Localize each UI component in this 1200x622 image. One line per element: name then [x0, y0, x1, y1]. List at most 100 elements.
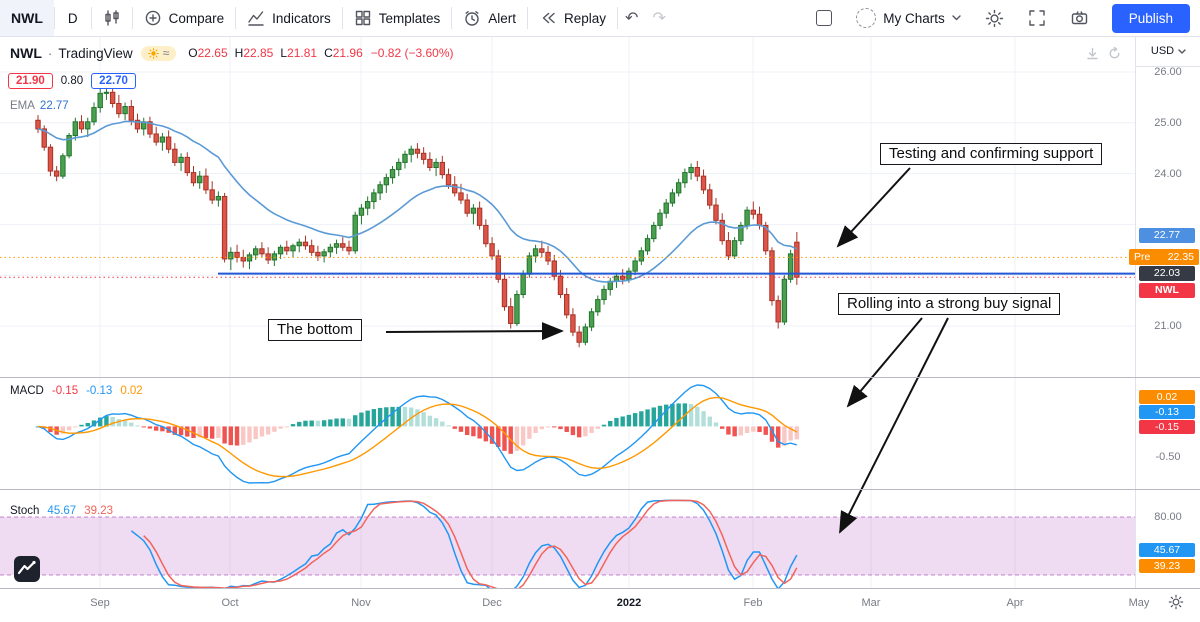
risk-value: 0.80: [60, 75, 84, 87]
templates-button[interactable]: Templates: [343, 0, 452, 36]
price-axis[interactable]: USD 26.00 25.00 24.00 22.00 21.00 22.77 …: [1129, 36, 1200, 588]
time-axis[interactable]: Sep Oct Nov Dec 2022 Feb Mar Apr May: [0, 588, 1200, 622]
low-label: L: [280, 46, 288, 60]
price-axis-label: 25.00: [1154, 117, 1182, 129]
change-value: −0.82 (−3.60%): [370, 46, 454, 60]
macd-hist-badge: -0.15: [1139, 420, 1195, 434]
my-charts-button[interactable]: My Charts: [845, 0, 972, 36]
pane-separator[interactable]: [0, 377, 1200, 378]
time-axis-label: Feb: [743, 597, 763, 609]
annotation-support-box[interactable]: Testing and confirming support: [880, 143, 1103, 165]
stoch-band: [0, 517, 1135, 575]
reset-view-icon[interactable]: [1108, 47, 1121, 60]
symbol-price-badge: NWL: [1139, 283, 1195, 298]
templates-label: Templates: [378, 10, 441, 26]
currency-selector[interactable]: USD: [1136, 36, 1200, 67]
chevron-down-icon: [1178, 48, 1186, 54]
price-axis-label: 21.00: [1154, 320, 1182, 332]
stoch-axis-label: 80.00: [1154, 511, 1182, 523]
annotation-bottom-box[interactable]: The bottom: [268, 319, 362, 341]
stoch-name: Stoch: [10, 505, 40, 517]
candlestick-style-icon: [104, 10, 119, 26]
download-icon[interactable]: [1086, 47, 1099, 60]
redo-button[interactable]: ↷: [652, 10, 666, 27]
price-axis-label: 24.00: [1154, 168, 1182, 180]
annotation-arrow: [839, 317, 949, 534]
level-price-badge: 22.03: [1139, 266, 1195, 281]
settings-button[interactable]: [974, 0, 1015, 36]
legend-provider: TradingView: [58, 45, 133, 61]
indicators-icon: [248, 11, 264, 26]
toolbar-divider: [617, 7, 619, 29]
fullscreen-icon: [1029, 10, 1045, 26]
alert-label: Alert: [488, 10, 516, 26]
compare-label: Compare: [168, 10, 225, 26]
target-price-chip[interactable]: 22.70: [91, 73, 136, 89]
replay-button[interactable]: Replay: [528, 0, 617, 36]
legend-dot: ·: [47, 45, 53, 61]
layout-button[interactable]: [805, 0, 843, 36]
screenshot-button[interactable]: [1059, 0, 1100, 36]
macd-name: MACD: [10, 385, 44, 397]
chevron-down-icon: [952, 15, 961, 21]
stoch-k-value: 45.67: [47, 505, 77, 517]
fullscreen-button[interactable]: [1017, 0, 1057, 36]
time-axis-label: Mar: [861, 597, 881, 609]
templates-grid-icon: [355, 10, 370, 26]
annotation-arrow: [385, 322, 564, 341]
top-toolbar: NWL D Compare Indicators: [0, 0, 1200, 37]
chart-style-button[interactable]: [92, 0, 132, 36]
macd-signal-badge: 0.02: [1139, 390, 1195, 404]
toolbar-divider: [90, 7, 92, 29]
premarket-price-badge: Pre 22.35: [1129, 249, 1199, 265]
position-tool-labels: 21.90 0.80 22.70: [8, 73, 136, 89]
annotation-arrow: [836, 167, 911, 248]
stop-price-chip[interactable]: 21.90: [8, 73, 53, 89]
premarket-value: 22.35: [1167, 250, 1194, 263]
time-axis-label: May: [1128, 597, 1150, 609]
indicators-button[interactable]: Indicators: [236, 0, 342, 36]
low-value: 21.81: [287, 46, 318, 60]
annotation-buy-box[interactable]: Rolling into a strong buy signal: [838, 293, 1061, 315]
toolbar-divider: [235, 7, 237, 29]
time-axis-label: Nov: [351, 597, 371, 609]
pane-controls: [1086, 47, 1121, 60]
ema-label: EMA: [10, 100, 35, 112]
stoch-legend: Stoch 45.67 39.23: [10, 505, 113, 517]
indicators-label: Indicators: [272, 10, 331, 26]
compare-plus-icon: [145, 10, 160, 26]
interval-label: D: [67, 10, 78, 26]
axis-settings-button[interactable]: [1168, 594, 1184, 610]
stoch-pane: [130, 499, 798, 588]
undo-button[interactable]: ↶: [625, 10, 639, 27]
toolbar-divider: [341, 7, 343, 29]
pane-separator[interactable]: [0, 489, 1200, 490]
time-axis-label: Apr: [1006, 597, 1024, 609]
open-value: 22.65: [197, 46, 228, 60]
ema-legend: EMA 22.77: [10, 100, 69, 112]
interval-button[interactable]: D: [55, 0, 91, 36]
macd-signal-value: 0.02: [120, 385, 143, 397]
sun-icon: [147, 47, 159, 59]
price-chart-canvas[interactable]: [0, 36, 1135, 588]
layout-icon: [816, 10, 833, 26]
macd-legend: MACD -0.15 -0.13 0.02: [10, 385, 143, 397]
time-axis-label: Oct: [221, 597, 239, 609]
stoch-d-badge: 39.23: [1139, 559, 1195, 573]
macd-hist-value: -0.15: [51, 385, 79, 397]
macd-pane: [35, 384, 800, 484]
publish-button[interactable]: Publish: [1111, 3, 1190, 33]
gear-icon: [1168, 594, 1184, 610]
symbol-button[interactable]: NWL: [0, 0, 54, 36]
candles: [35, 78, 800, 348]
macd-line-value: -0.13: [86, 385, 113, 397]
replay-label: Replay: [564, 10, 607, 26]
high-value: 22.85: [243, 46, 274, 60]
alert-button[interactable]: Alert: [452, 0, 527, 36]
compare-button[interactable]: Compare: [133, 0, 236, 36]
annotation-arrow: [846, 317, 923, 408]
tradingview-logo[interactable]: [14, 556, 40, 587]
market-status-pill: ≈: [140, 45, 177, 61]
symbol-label: NWL: [11, 10, 43, 26]
